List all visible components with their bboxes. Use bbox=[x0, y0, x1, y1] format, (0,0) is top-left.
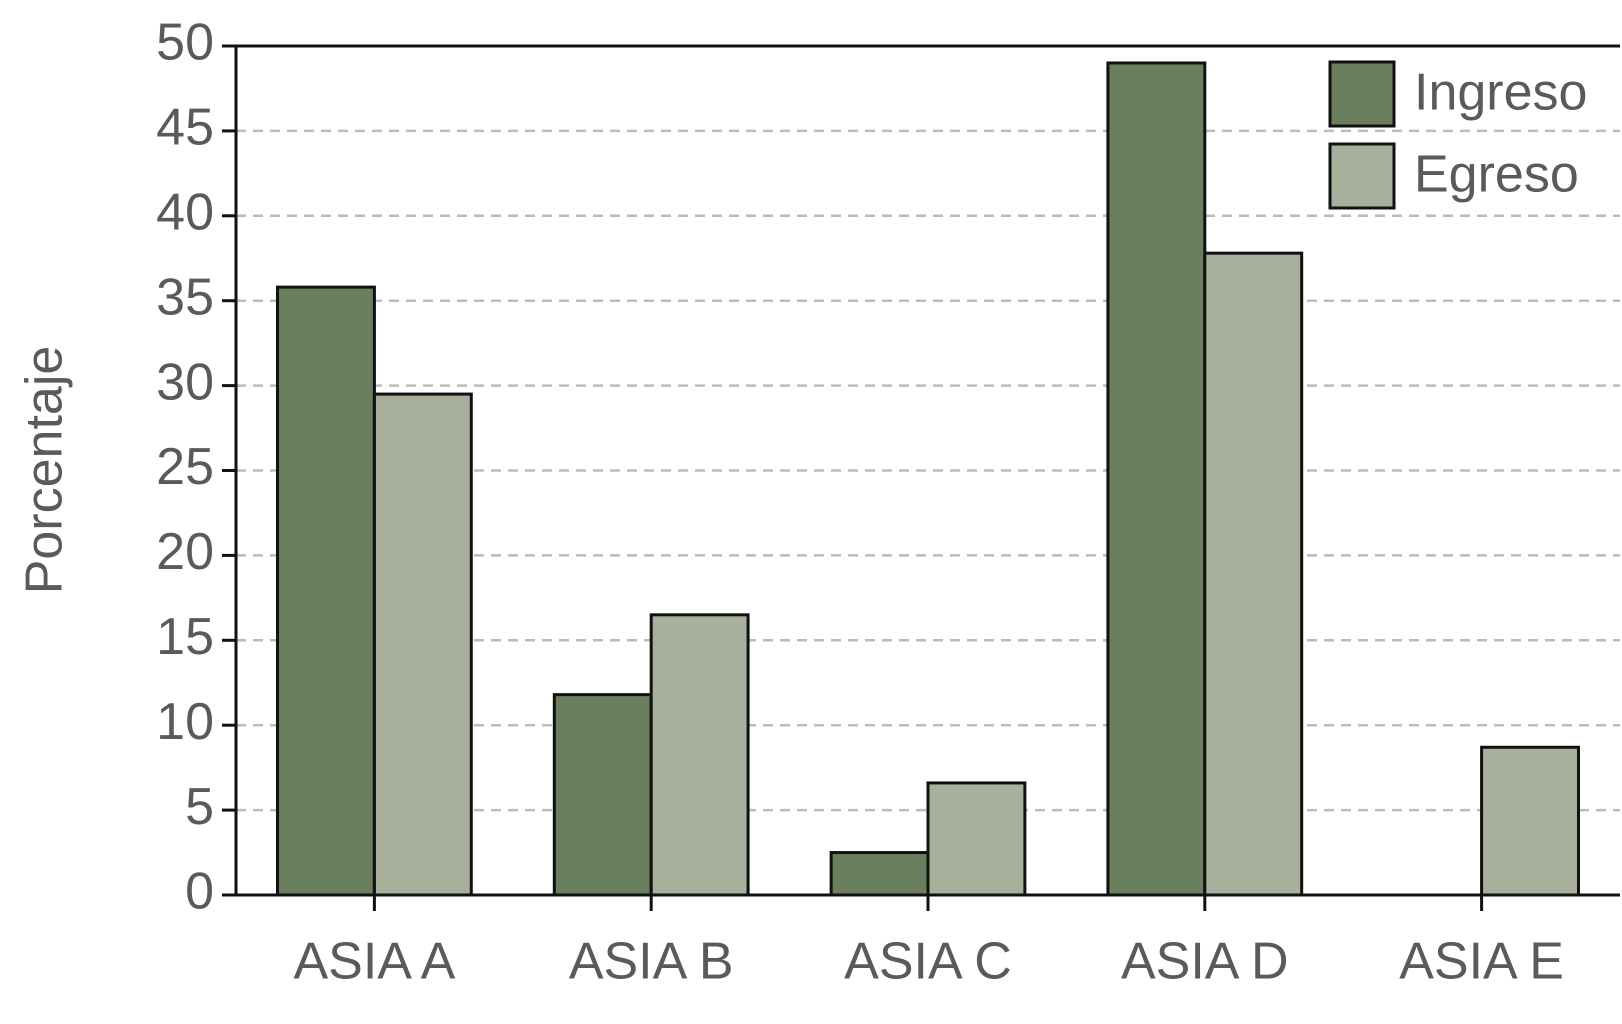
legend-label: Ingreso bbox=[1414, 64, 1587, 122]
y-tick-label: 25 bbox=[156, 438, 214, 496]
x-tick-label: ASIA B bbox=[569, 933, 734, 991]
legend-label: Egreso bbox=[1414, 146, 1579, 204]
y-tick-label: 45 bbox=[156, 99, 214, 157]
y-tick-label: 10 bbox=[156, 693, 214, 751]
x-tick-label: ASIA C bbox=[844, 933, 1012, 991]
x-tick-label: ASIA E bbox=[1399, 933, 1564, 991]
y-tick-label: 50 bbox=[156, 14, 214, 72]
y-tick-label: 20 bbox=[156, 523, 214, 581]
bar bbox=[552, 693, 653, 897]
bar bbox=[1480, 745, 1580, 897]
axis-frame bbox=[234, 44, 1620, 897]
bar bbox=[926, 781, 1027, 897]
x-tick-label: ASIA D bbox=[1121, 933, 1289, 991]
y-tick-label: 35 bbox=[156, 268, 214, 326]
y-tick-label: 5 bbox=[185, 778, 214, 836]
bar bbox=[829, 851, 930, 897]
legend-swatch bbox=[1328, 142, 1396, 210]
bar bbox=[276, 285, 376, 897]
legend-swatch bbox=[1328, 60, 1396, 128]
bar bbox=[649, 613, 750, 897]
y-tick-label: 0 bbox=[185, 863, 214, 921]
bar bbox=[372, 392, 473, 897]
bar bbox=[1106, 61, 1207, 897]
y-axis-label: Porcentaje bbox=[16, 346, 74, 595]
bar bbox=[1203, 251, 1304, 897]
y-tick-label: 30 bbox=[156, 353, 214, 411]
x-tick-label: ASIA A bbox=[293, 933, 455, 991]
y-tick-label: 40 bbox=[156, 184, 214, 242]
y-tick-label: 15 bbox=[156, 608, 214, 666]
